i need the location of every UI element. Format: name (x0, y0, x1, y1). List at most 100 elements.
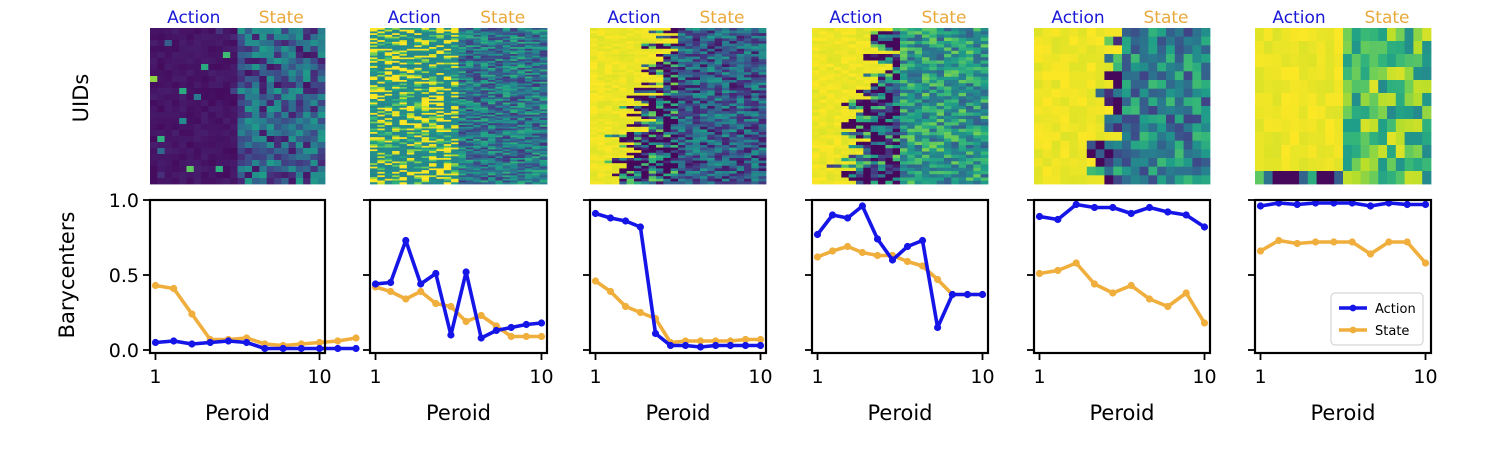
heatmap-cell (502, 149, 511, 152)
heatmap-cell (863, 67, 872, 71)
heatmap-cell (958, 106, 967, 110)
heatmap-cell (812, 34, 820, 39)
heatmap-cell (856, 50, 864, 55)
heatmap-cell (870, 109, 879, 113)
heatmap-cell (273, 88, 282, 95)
heatmap-cell (414, 128, 423, 131)
heatmap-cell (929, 128, 938, 133)
heatmap-cell (473, 107, 482, 110)
heatmap-cell (532, 88, 541, 91)
heatmap-cell (634, 181, 642, 185)
heatmap-cell (751, 137, 760, 141)
heatmap-cell (736, 77, 745, 81)
heatmap-cell (436, 55, 445, 58)
heatmap-cell (707, 77, 716, 81)
heatmap-cell (980, 96, 989, 100)
heatmap-cell (421, 83, 430, 86)
heatmap-cell (922, 54, 930, 58)
heatmap-cell (663, 43, 672, 47)
heatmap-cell (273, 142, 282, 149)
heatmap-cell (590, 139, 598, 143)
heatmap-cell (944, 122, 952, 126)
heatmap-cell (648, 142, 657, 146)
heatmap-cell (406, 116, 415, 119)
heatmap-cell (929, 54, 938, 58)
heatmap-cell (406, 170, 415, 173)
heatmap-cell (443, 152, 452, 155)
heatmap-cell (612, 173, 620, 177)
heatmap-cell (619, 173, 628, 177)
heatmap-cell (634, 116, 642, 120)
heatmap-cell (590, 87, 598, 91)
heatmap-cell (707, 155, 716, 159)
heatmap-cell (944, 54, 952, 58)
heatmap-cell (612, 134, 620, 138)
heatmap-cell (663, 108, 672, 112)
heatmap-cell (812, 106, 820, 110)
heatmap-cell (510, 175, 518, 178)
heatmap-cell (480, 57, 489, 60)
heatmap-cell (951, 70, 960, 74)
heatmap-cell (495, 154, 504, 157)
heatmap-cell (377, 114, 386, 117)
heatmap-cell (230, 178, 238, 185)
heatmap-cell (473, 177, 482, 180)
heatmap-cell (524, 123, 533, 126)
heatmap-cell (524, 154, 533, 157)
heatmap-cell (966, 37, 974, 42)
heatmap-cell (230, 94, 238, 101)
heatmap-cell (179, 160, 187, 167)
heatmap-cell (648, 59, 657, 63)
heatmap-cell (377, 69, 386, 72)
heatmap-cell (488, 54, 496, 57)
heatmap-cell (517, 52, 526, 55)
heatmap-cell (392, 140, 400, 143)
heatmap-cell (641, 119, 650, 122)
heatmap-cell (714, 137, 723, 141)
heatmap-cell (465, 31, 474, 34)
heatmap-cell (370, 123, 378, 126)
heatmap-cell (936, 50, 945, 55)
heatmap-cell (480, 138, 489, 142)
heatmap-cell (834, 83, 842, 87)
heatmap-cell (597, 87, 606, 91)
heatmap-cell (892, 122, 901, 126)
heatmap-cell (384, 112, 393, 116)
heatmap-cell (604, 61, 613, 65)
heatmap-cell (502, 104, 511, 107)
heatmap-cell (473, 52, 482, 55)
heatmap-cell (670, 147, 679, 151)
heatmap-cell (729, 150, 738, 154)
heatmap-cell (692, 41, 701, 44)
heatmap-cell (281, 100, 289, 107)
heatmap-cell (914, 122, 923, 126)
heatmap-cell (929, 122, 938, 126)
heatmap-cell (907, 70, 916, 74)
heatmap-cell (922, 128, 930, 133)
heatmap-cell (663, 72, 672, 76)
heatmap-cell (841, 34, 850, 39)
heatmap-cell (532, 170, 541, 173)
heatmap-cell (656, 173, 664, 177)
heatmap-cell (597, 38, 606, 42)
heatmap-cell (951, 109, 960, 113)
heatmap-cell (722, 126, 730, 130)
heatmap-cell (421, 171, 430, 174)
heatmap-cell (436, 116, 445, 119)
heatmap-cell (539, 86, 548, 90)
heatmap-cell (406, 166, 415, 169)
heatmap-cell (692, 113, 701, 117)
heatmap-cell (685, 126, 694, 130)
heatmap-cell (958, 89, 967, 94)
heatmap-cell (259, 46, 268, 53)
heatmap-cell (377, 175, 386, 178)
heatmap-cell (648, 85, 657, 89)
heatmap-cell (370, 67, 378, 70)
heatmap-cell (656, 43, 664, 47)
heatmap-cell (722, 82, 730, 86)
heatmap-cell (295, 88, 304, 95)
heatmap-cell (510, 106, 518, 109)
heatmap-cell (626, 33, 635, 37)
heatmap-cell (604, 147, 613, 151)
heatmap-cell (870, 96, 879, 100)
